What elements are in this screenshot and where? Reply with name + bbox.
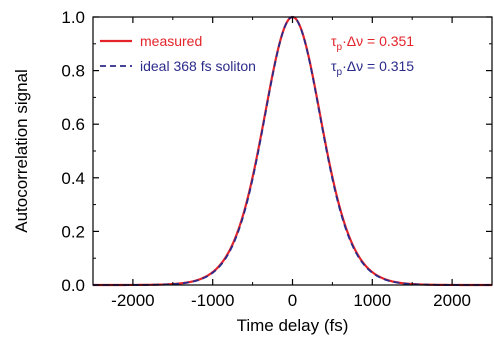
y-tick-label: 0.0	[61, 276, 85, 295]
y-tick-label: 0.4	[61, 169, 85, 188]
annotation-product-value: ·Δν = 0.351	[342, 33, 414, 49]
annotation-tau-symbol: τ	[331, 33, 337, 49]
annotation-p-subscript: p	[337, 67, 343, 78]
y-tick-label: 0.2	[61, 222, 85, 241]
annotation-ideal-product: τp·Δν = 0.315	[331, 58, 414, 78]
x-tick-label: -2000	[111, 291, 154, 310]
x-tick-label: -1000	[191, 291, 234, 310]
ticks-layer: -2000 -1000 0 1000 2000 0.0 0.2 0.4 0.6 0.8 1.0	[61, 8, 493, 310]
y-tick-label: 1.0	[61, 8, 85, 27]
x-tick-label: 1000	[353, 291, 391, 310]
legend-label-measured: measured	[140, 33, 202, 49]
legend: measured ideal 368 fs soliton	[100, 33, 256, 74]
annotation-tau-symbol: τ	[331, 58, 337, 74]
y-axis-title: Autocorrelation signal	[12, 69, 31, 232]
annotation-measured-product: τp·Δν = 0.351	[331, 33, 414, 53]
y-tick-label: 0.8	[61, 62, 85, 81]
legend-label-ideal-soliton: ideal 368 fs soliton	[140, 58, 256, 74]
y-tick-label: 0.6	[61, 115, 85, 134]
x-tick-label: 0	[288, 291, 297, 310]
x-axis-title: Time delay (fs)	[237, 316, 349, 335]
annotation-product-value: ·Δν = 0.315	[342, 58, 414, 74]
annotation-p-subscript: p	[337, 42, 343, 53]
x-tick-label: 2000	[433, 291, 471, 310]
